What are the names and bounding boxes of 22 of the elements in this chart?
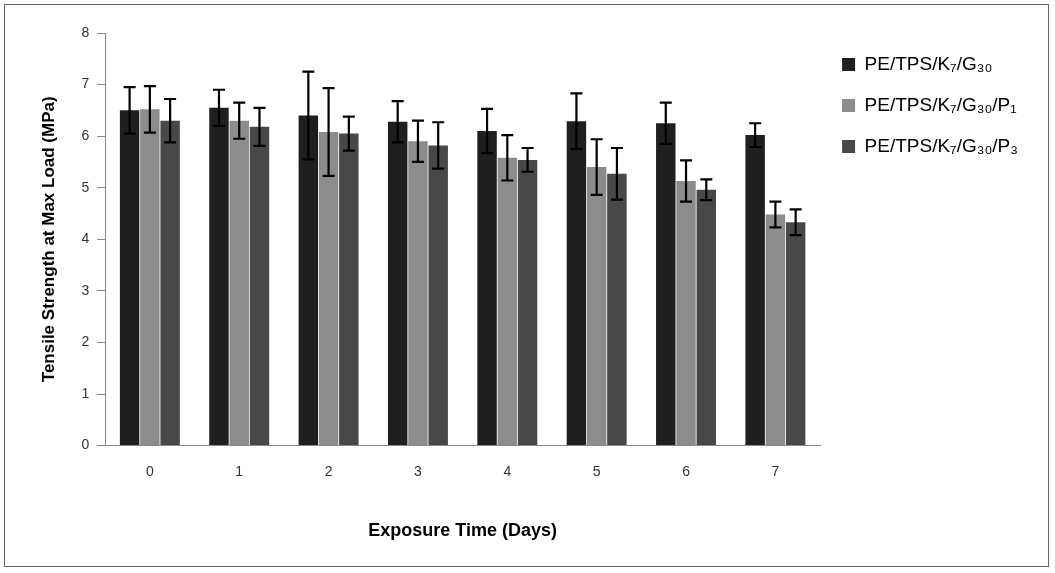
y-tick-label: 2	[81, 333, 90, 350]
x-axis-title: Exposure Time (Days)	[368, 520, 557, 541]
y-tick-label: 1	[81, 384, 90, 401]
x-tick-label: 7	[771, 462, 780, 479]
legend-label: PE/TPS/K₇/G₃₀/P₃	[864, 134, 1019, 156]
x-tick-label: 6	[682, 462, 691, 479]
x-tick-label: 5	[592, 462, 601, 479]
y-tick-label: 8	[81, 23, 90, 40]
y-tick-label: 3	[81, 281, 90, 298]
x-tick-label: 2	[324, 462, 333, 479]
y-tick-label: 7	[81, 75, 90, 92]
x-tick-label: 0	[145, 462, 154, 479]
y-axis-title: Tensile Strength at Max Load (MPa)	[38, 96, 58, 383]
y-tick-label: 4	[81, 230, 90, 247]
x-tick-label: 1	[235, 462, 244, 479]
legend-label: PE/TPS/K₇/G₃₀/P₁	[864, 93, 1017, 115]
y-tick-label: 6	[81, 127, 90, 144]
x-tick-label: 4	[503, 462, 512, 479]
legend-label: PE/TPS/K₇/G₃₀	[864, 52, 993, 74]
y-tick-label: 5	[81, 178, 90, 195]
x-tick-label: 3	[414, 462, 423, 479]
y-tick-label: 0	[81, 436, 90, 453]
